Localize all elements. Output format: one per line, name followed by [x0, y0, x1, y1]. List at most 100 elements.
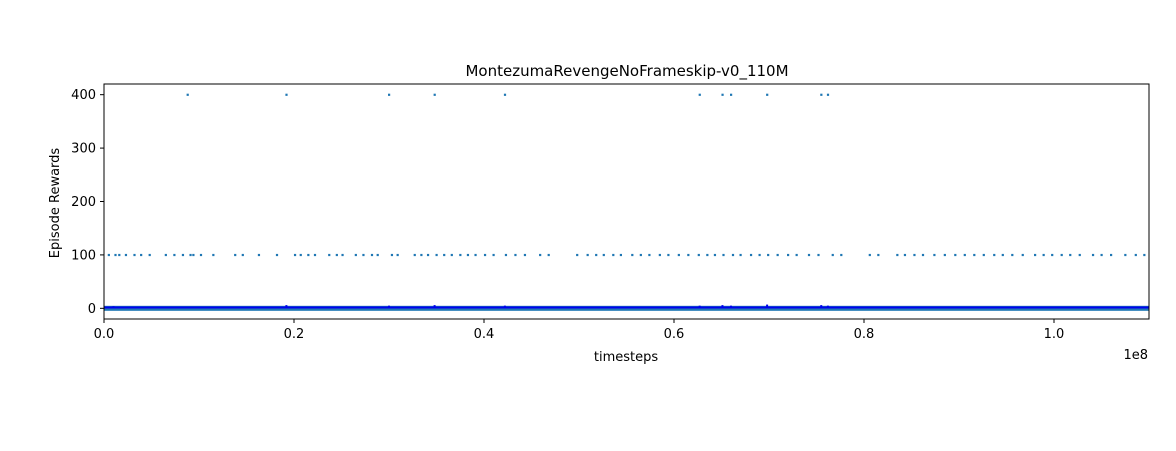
data-point [826, 93, 830, 96]
data-point [450, 253, 453, 257]
data-point [706, 253, 709, 257]
data-point [285, 93, 288, 96]
data-point [817, 253, 820, 257]
data-point [631, 253, 634, 257]
data-point [362, 253, 365, 257]
data-point [435, 253, 438, 257]
data-point [602, 253, 605, 257]
data-point [523, 253, 527, 257]
data-point [133, 253, 136, 257]
data-point [376, 253, 379, 257]
data-point [140, 253, 143, 257]
data-point [963, 253, 966, 257]
data-point [776, 253, 779, 257]
data-point [1060, 253, 1063, 257]
x-tick-label: 0.4 [474, 327, 495, 342]
data-point [192, 253, 195, 257]
data-point [840, 253, 843, 257]
data-point [293, 253, 297, 257]
data-point [903, 253, 907, 257]
data-point [687, 253, 690, 257]
data-point [148, 253, 151, 257]
x-axis-label: timesteps [594, 350, 658, 365]
data-point [189, 253, 192, 257]
y-tick-label: 0 [88, 302, 96, 317]
data-point [354, 253, 357, 257]
x-tick-label: 0.0 [94, 327, 115, 342]
data-point [595, 253, 598, 257]
data-point [658, 253, 661, 257]
data-point [749, 253, 753, 257]
data-point [483, 253, 487, 257]
data-point [807, 253, 811, 257]
y-tick-label: 400 [71, 88, 96, 103]
data-point [758, 253, 761, 257]
data-point [426, 253, 430, 257]
data-point [370, 253, 374, 257]
data-point [722, 253, 725, 257]
x-tick-label: 0.8 [854, 327, 875, 342]
data-point [730, 93, 733, 96]
y-tick-label: 200 [71, 195, 96, 210]
data-point [1011, 253, 1014, 257]
data-point [933, 253, 936, 257]
data-point [459, 253, 462, 257]
data-point [766, 93, 769, 96]
data-point [164, 253, 167, 257]
data-point [1091, 253, 1095, 257]
data-point [787, 253, 790, 257]
y-axis-label: Episode Rewards [48, 148, 63, 259]
data-point [241, 253, 244, 257]
data-point [896, 253, 899, 257]
data-point [474, 253, 477, 257]
data-point [982, 253, 985, 257]
data-point [234, 253, 237, 257]
data-point [913, 253, 916, 257]
data-point [1143, 253, 1146, 257]
data-point [186, 93, 189, 96]
data-point [943, 253, 946, 257]
data-point [492, 253, 495, 257]
data-point [993, 253, 996, 257]
data-point [1110, 253, 1113, 257]
x-tick-label: 0.2 [284, 327, 305, 342]
x-tick-label: 0.6 [664, 327, 685, 342]
data-point [257, 253, 261, 257]
data-point [118, 253, 121, 257]
data-point [173, 253, 176, 257]
data-point [181, 253, 185, 257]
data-point [1124, 253, 1127, 257]
data-point [413, 253, 416, 257]
data-point [973, 253, 976, 257]
data-point [648, 253, 651, 257]
plot-frame [103, 83, 1150, 320]
data-point [504, 253, 508, 257]
data-point [713, 253, 717, 257]
y-tick-label: 300 [71, 142, 96, 157]
data-point [313, 253, 317, 257]
data-point [1100, 253, 1103, 257]
data-point [820, 93, 823, 96]
data-point [503, 93, 507, 96]
data-point [739, 253, 742, 257]
data-point [868, 253, 871, 257]
data-point [731, 253, 735, 257]
data-point [547, 253, 550, 257]
data-point [1069, 253, 1072, 257]
data-point [831, 253, 834, 257]
data-point [212, 253, 215, 257]
data-point [199, 253, 203, 257]
data-point [667, 253, 670, 257]
data-point [639, 253, 642, 257]
data-point [539, 253, 542, 257]
data-point [390, 253, 394, 257]
data-point [514, 253, 517, 257]
data-point [307, 253, 310, 257]
data-point [698, 93, 701, 96]
y-axis: 0 100 200 300 400 [71, 88, 104, 317]
data-point [107, 253, 110, 257]
data-point [697, 253, 700, 257]
data-point [721, 93, 724, 96]
x-axis-offset-label: 1e8 [1123, 348, 1148, 363]
